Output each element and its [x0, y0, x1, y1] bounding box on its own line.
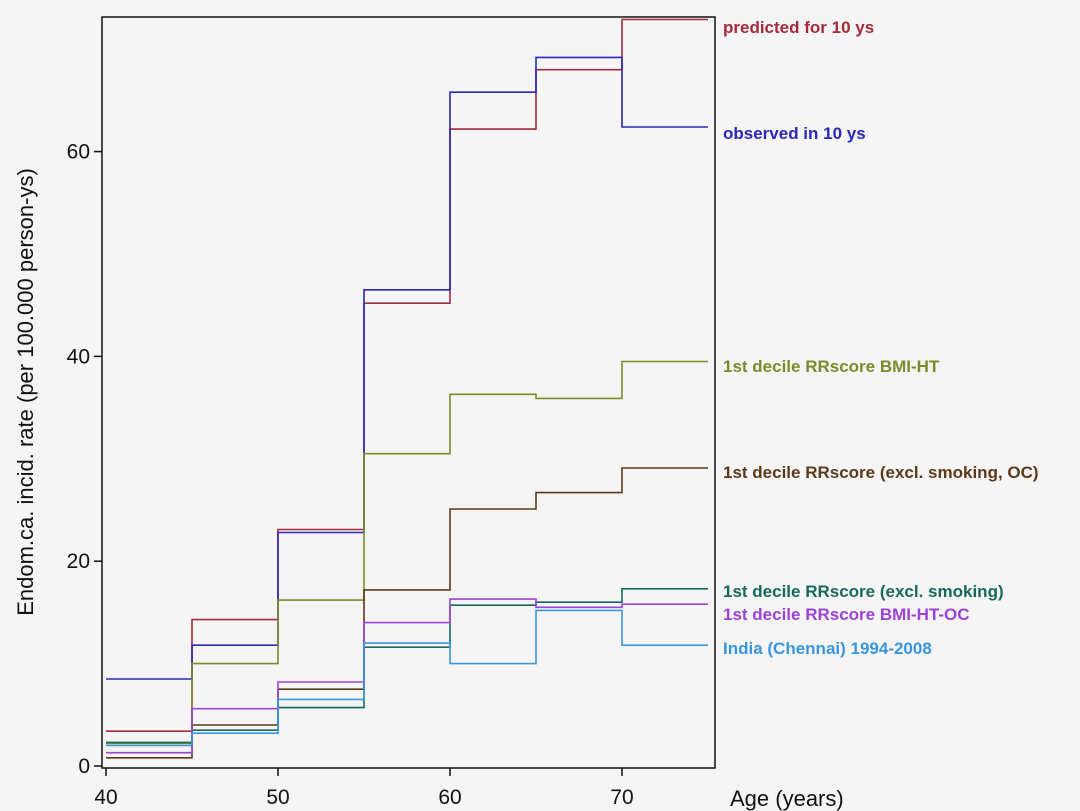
series-line: [106, 467, 708, 759]
x-tick-label: 60: [438, 786, 461, 809]
x-tick-label: 70: [610, 786, 633, 809]
series-label: 1st decile RRscore BMI-HT-OC: [723, 605, 970, 624]
y-tick-label: 20: [67, 550, 90, 573]
series-line: [106, 609, 708, 747]
x-tick-label: 50: [266, 786, 289, 809]
y-axis-title: Endom.ca. incid. rate (per 100.000 perso…: [13, 168, 38, 616]
series-label: observed in 10 ys: [723, 124, 866, 143]
series-label: 1st decile RRscore (excl. smoking): [723, 582, 1004, 601]
x-tick-label: 40: [94, 786, 117, 809]
legend: predicted for 10 ys observed in 10 ys 1st …: [723, 18, 1039, 658]
series-line: [106, 588, 708, 744]
y-tick-label: 0: [78, 755, 90, 778]
y-tick-label: 60: [67, 141, 90, 164]
series-label: predicted for 10 ys: [723, 18, 874, 37]
y-tick-label: 40: [67, 345, 90, 368]
x-axis-title: Age (years): [730, 786, 844, 811]
plot-frame: [101, 16, 716, 769]
series-lines: [106, 18, 708, 759]
series-line: [106, 18, 708, 732]
series-label: 1st decile RRscore BMI-HT: [723, 357, 940, 376]
series-line: [106, 598, 708, 754]
series-label: 1st decile RRscore (excl. smoking, OC): [723, 463, 1039, 482]
series-line: [106, 56, 708, 680]
series-label: India (Chennai) 1994-2008: [723, 639, 932, 658]
series-line: [106, 360, 708, 745]
x-axis: 40 50 60 70: [94, 768, 634, 809]
y-axis: 0 20 40 60: [67, 141, 102, 778]
